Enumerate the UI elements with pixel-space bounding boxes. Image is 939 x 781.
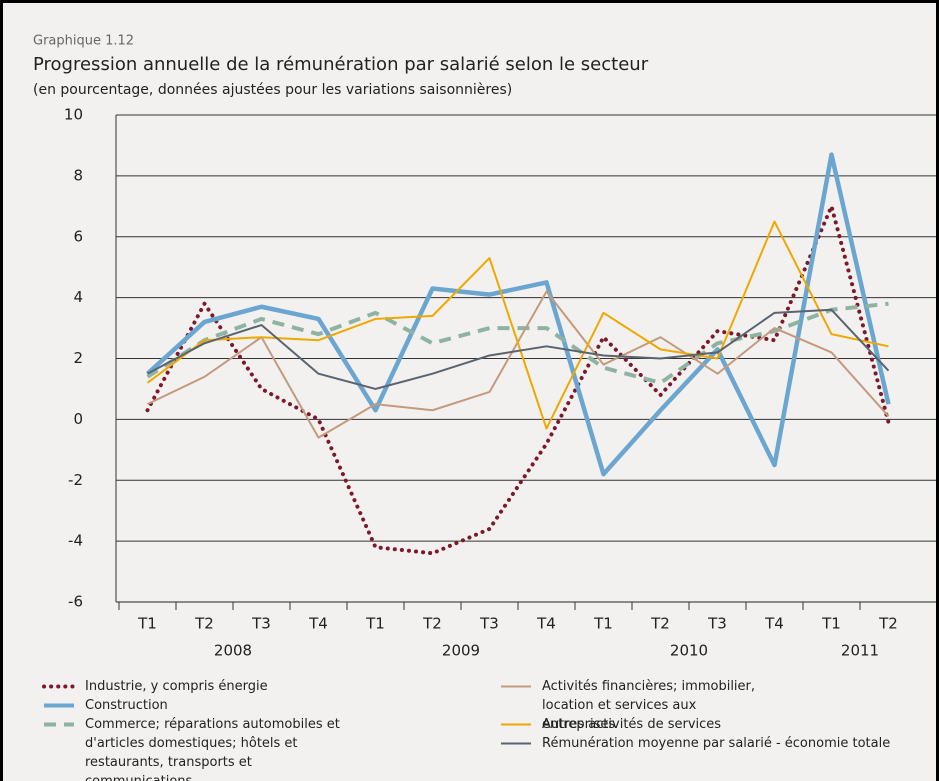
- legend-item: Commerce; réparations automobiles et d'a…: [41, 715, 340, 781]
- y-tick-label: -4: [68, 532, 83, 550]
- series-line: [147, 308, 890, 390]
- chart-label: Graphique 1.12: [33, 34, 134, 49]
- chart-title: Progression annuelle de la rémunération …: [33, 54, 649, 75]
- series-line: [146, 301, 889, 385]
- x-tick-label: T1: [137, 615, 157, 633]
- legend-item: Construction: [41, 696, 168, 715]
- legend-swatch: [42, 684, 76, 689]
- x-tick-label: T2: [650, 615, 670, 633]
- x-tick-label: T3: [251, 615, 271, 633]
- x-tick-label: T1: [365, 615, 385, 633]
- x-tick-label: T4: [764, 615, 784, 633]
- legend-label: Autres activités de services: [542, 717, 722, 732]
- x-tick-label: T4: [536, 615, 556, 633]
- x-tick-label: T3: [479, 615, 499, 633]
- y-tick-label: 6: [73, 227, 83, 245]
- x-tick-label: T2: [194, 615, 214, 633]
- y-tick-label: 4: [73, 288, 83, 306]
- series-line: [145, 204, 891, 556]
- legend-swatch: [501, 723, 531, 726]
- plot: Graphique 1.12 Progression annuelle de l…: [33, 34, 936, 660]
- y-tick-label: -2: [68, 471, 83, 489]
- legend-item: Autres activités de services: [498, 715, 721, 734]
- x-tick-label: T4: [308, 615, 328, 633]
- legend-swatch: [501, 742, 531, 745]
- legend-item: Rémunération moyenne par salarié - écono…: [498, 734, 890, 753]
- x-tick-label: T3: [707, 615, 727, 633]
- legend-label: Commerce; réparations automobiles et d'a…: [85, 717, 340, 781]
- x-tick-label: T1: [593, 615, 613, 633]
- y-tick-label: 8: [73, 166, 83, 184]
- legend-swatch: [501, 685, 531, 688]
- x-group-label: 2009: [442, 642, 480, 660]
- x-group-label: 2010: [670, 642, 708, 660]
- y-tick-label: 10: [64, 106, 83, 124]
- x-tick-label: T2: [422, 615, 442, 633]
- series-line: [145, 152, 891, 477]
- y-tick-label: -6: [68, 593, 83, 611]
- legend-item: Activités financières; immobilier, locat…: [498, 677, 772, 734]
- chart-subtitle: (en pourcentage, données ajustées pour l…: [33, 82, 512, 98]
- x-tick-label: T2: [878, 615, 898, 633]
- y-tick-label: 0: [73, 410, 83, 428]
- x-group-label: 2011: [841, 642, 879, 660]
- legend-label: Construction: [85, 698, 168, 713]
- y-tick-label: 2: [73, 349, 83, 367]
- legend-label: Rémunération moyenne par salarié - écono…: [542, 736, 891, 751]
- legend-label: Activités financières; immobilier, locat…: [542, 679, 756, 732]
- legend-label: Industrie, y compris énergie: [85, 679, 268, 694]
- series-line: [146, 220, 889, 430]
- legend-swatch: [44, 722, 74, 727]
- x-tick-label: T1: [821, 615, 841, 633]
- x-group-label: 2008: [214, 642, 252, 660]
- legend-swatch: [44, 703, 74, 708]
- legend-item: Industrie, y compris énergie: [41, 677, 268, 696]
